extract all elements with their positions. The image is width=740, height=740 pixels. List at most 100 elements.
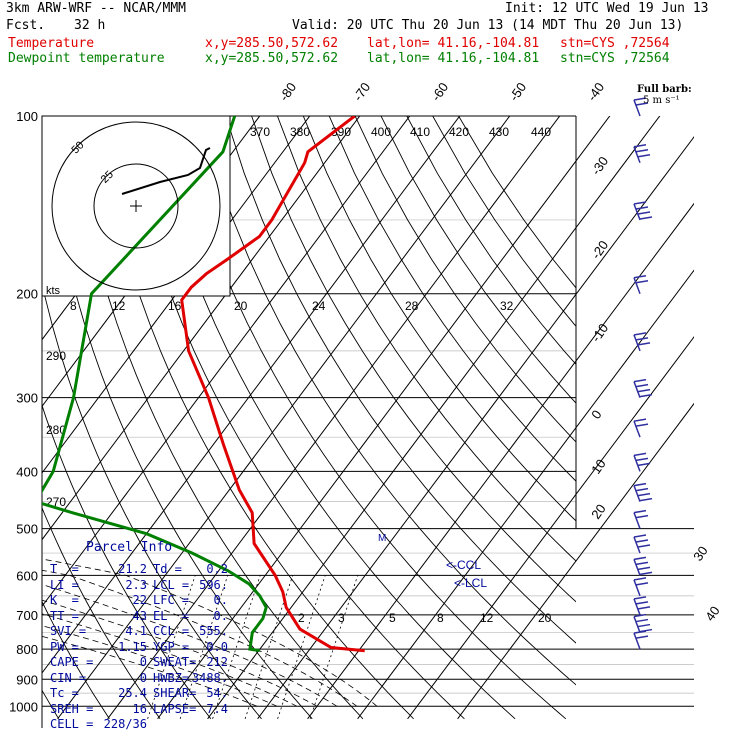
parcel-info-key: SHEAR= <box>153 686 197 700</box>
mixing-ratio-label: 5 <box>389 611 396 625</box>
dry-adiabat <box>42 403 212 720</box>
parcel-info-value: 596. <box>199 577 228 592</box>
parcel-info-key: EL = <box>153 608 190 623</box>
theta-label: 400 <box>371 125 391 139</box>
wind-barb-flag <box>635 618 649 623</box>
parcel-info-key: YGP = <box>153 639 190 654</box>
wind-barb-flag <box>637 342 651 346</box>
wind-barb <box>633 452 651 472</box>
parcel-info-key: HWBZ= <box>153 670 190 685</box>
dry-adiabat <box>406 116 576 366</box>
wind-barb <box>633 418 649 438</box>
wind-barb-flag <box>635 206 649 210</box>
wind-barb-staff <box>633 420 641 438</box>
wind-barb-staff <box>633 616 641 633</box>
wind-barb <box>633 534 651 554</box>
parcel-info-value: 43 <box>132 608 147 623</box>
wind-barb-flag <box>637 606 651 610</box>
isotherm <box>157 116 611 720</box>
theta-label: 430 <box>489 125 509 139</box>
parcel-info-value: 212 <box>206 655 228 669</box>
wind-barb-flag <box>635 539 649 543</box>
wind-barb <box>633 596 651 616</box>
parcel-info-value: 22 <box>132 593 147 607</box>
wind-barb-flag <box>635 102 649 106</box>
parcel-info-value: 16 <box>132 701 147 716</box>
parcel-info-key: CAPE = <box>50 655 94 669</box>
mixing-ratio-label: 8 <box>437 611 444 625</box>
isobar-label-600: 600 <box>16 568 38 583</box>
full-barb-value: 5 m s⁻¹ <box>643 95 680 106</box>
isotherm-label-right: 10 <box>588 456 609 476</box>
wind-barb-staff <box>633 455 641 472</box>
parcel-info-key: CELL = <box>50 717 94 731</box>
sounding-profiles <box>42 116 365 653</box>
dry-adiabat <box>276 116 576 562</box>
wind-barb-staff <box>633 146 641 164</box>
isotherm-label-edge: 30 <box>690 543 711 563</box>
wind-barb-flag <box>633 509 647 514</box>
mixing-ratio-line <box>179 575 229 719</box>
wind-barb-flag <box>637 154 651 158</box>
moist-adiabat-label: 8 <box>70 299 77 313</box>
temperature-legend: Temperature <box>8 36 95 51</box>
parcel-info-value: 0 <box>139 655 147 669</box>
isobar-label-800: 800 <box>16 642 38 657</box>
isotherm-label-right: 20 <box>588 501 609 521</box>
wind-barb-flag <box>637 462 651 467</box>
dewpoint-legend: Dewpoint temperature <box>8 51 165 66</box>
theta-label: 440 <box>531 125 551 139</box>
wind-barb <box>633 482 653 502</box>
isobar-label-900: 900 <box>16 672 38 687</box>
valid-time: Valid: 20 UTC Thu 20 Jun 13 (14 MDT Thu … <box>292 18 684 33</box>
mixing-ratio-lines <box>147 575 359 719</box>
wind-barb <box>633 274 649 294</box>
dry-adiabat <box>42 600 110 720</box>
dry-adiabat <box>147 116 516 720</box>
parcel-info-key: K = <box>50 593 79 607</box>
wind-barb-flag <box>635 561 649 566</box>
isobar-label-400: 400 <box>16 464 38 479</box>
wind-barb-flag <box>635 635 649 639</box>
wind-barb-flag <box>633 418 647 422</box>
wind-barb-flag <box>639 216 653 220</box>
parcel-info-key: SWEAT= <box>153 655 197 669</box>
parcel-info-value: 0.2 <box>206 562 228 576</box>
wind-barb <box>633 201 653 221</box>
wind-barb-flag <box>633 482 647 487</box>
dewpoint-xy: x,y=285.50,572.62 <box>205 51 339 66</box>
parcel-info-key: LCL = <box>153 577 190 592</box>
dewpoint-latlon: lat,lon= 41.16,-104.81 <box>367 51 540 66</box>
dry-adiabat <box>380 116 576 404</box>
ccl-marker: <-CCL <box>446 558 481 572</box>
parcel-info-value: 7.4 <box>206 701 228 716</box>
parcel-info-value: 54. <box>206 686 228 700</box>
moist-adiabat-label: 12 <box>112 299 126 313</box>
parcel-info-title: Parcel Info <box>86 540 173 555</box>
parcel-info-key: PW = <box>50 639 79 654</box>
temperature-latlon: lat,lon= 41.16,-104.81 <box>367 36 540 51</box>
theta-label: 410 <box>410 125 430 139</box>
isobar-label-200: 200 <box>16 287 38 302</box>
forecast-hour: 32 h <box>74 18 106 33</box>
mixing-ratio-label: 2 <box>298 611 305 625</box>
isotherm <box>407 336 694 720</box>
mixing-ratio-line <box>147 575 196 719</box>
parcel-info-key: LI = <box>50 577 79 592</box>
wind-barb-flag <box>633 144 647 148</box>
wind-barb <box>633 556 653 576</box>
dry-adiabat <box>121 116 465 720</box>
wind-barb-staff <box>633 334 641 352</box>
m-marker: M <box>378 533 386 544</box>
wind-barb-flag <box>635 383 649 388</box>
isobar-label-1000: 1000 <box>9 699 38 714</box>
parcel-info-value: 21.2 <box>118 562 147 576</box>
dewpoint-line <box>42 116 268 653</box>
wind-barb-flag <box>633 332 647 336</box>
model-title: 3km ARW-WRF -- NCAR/MMM <box>6 1 187 16</box>
hodograph-units-label: kts <box>46 285 61 297</box>
parcel-info-key: T = <box>50 562 79 576</box>
wind-barb-flag <box>635 582 649 586</box>
